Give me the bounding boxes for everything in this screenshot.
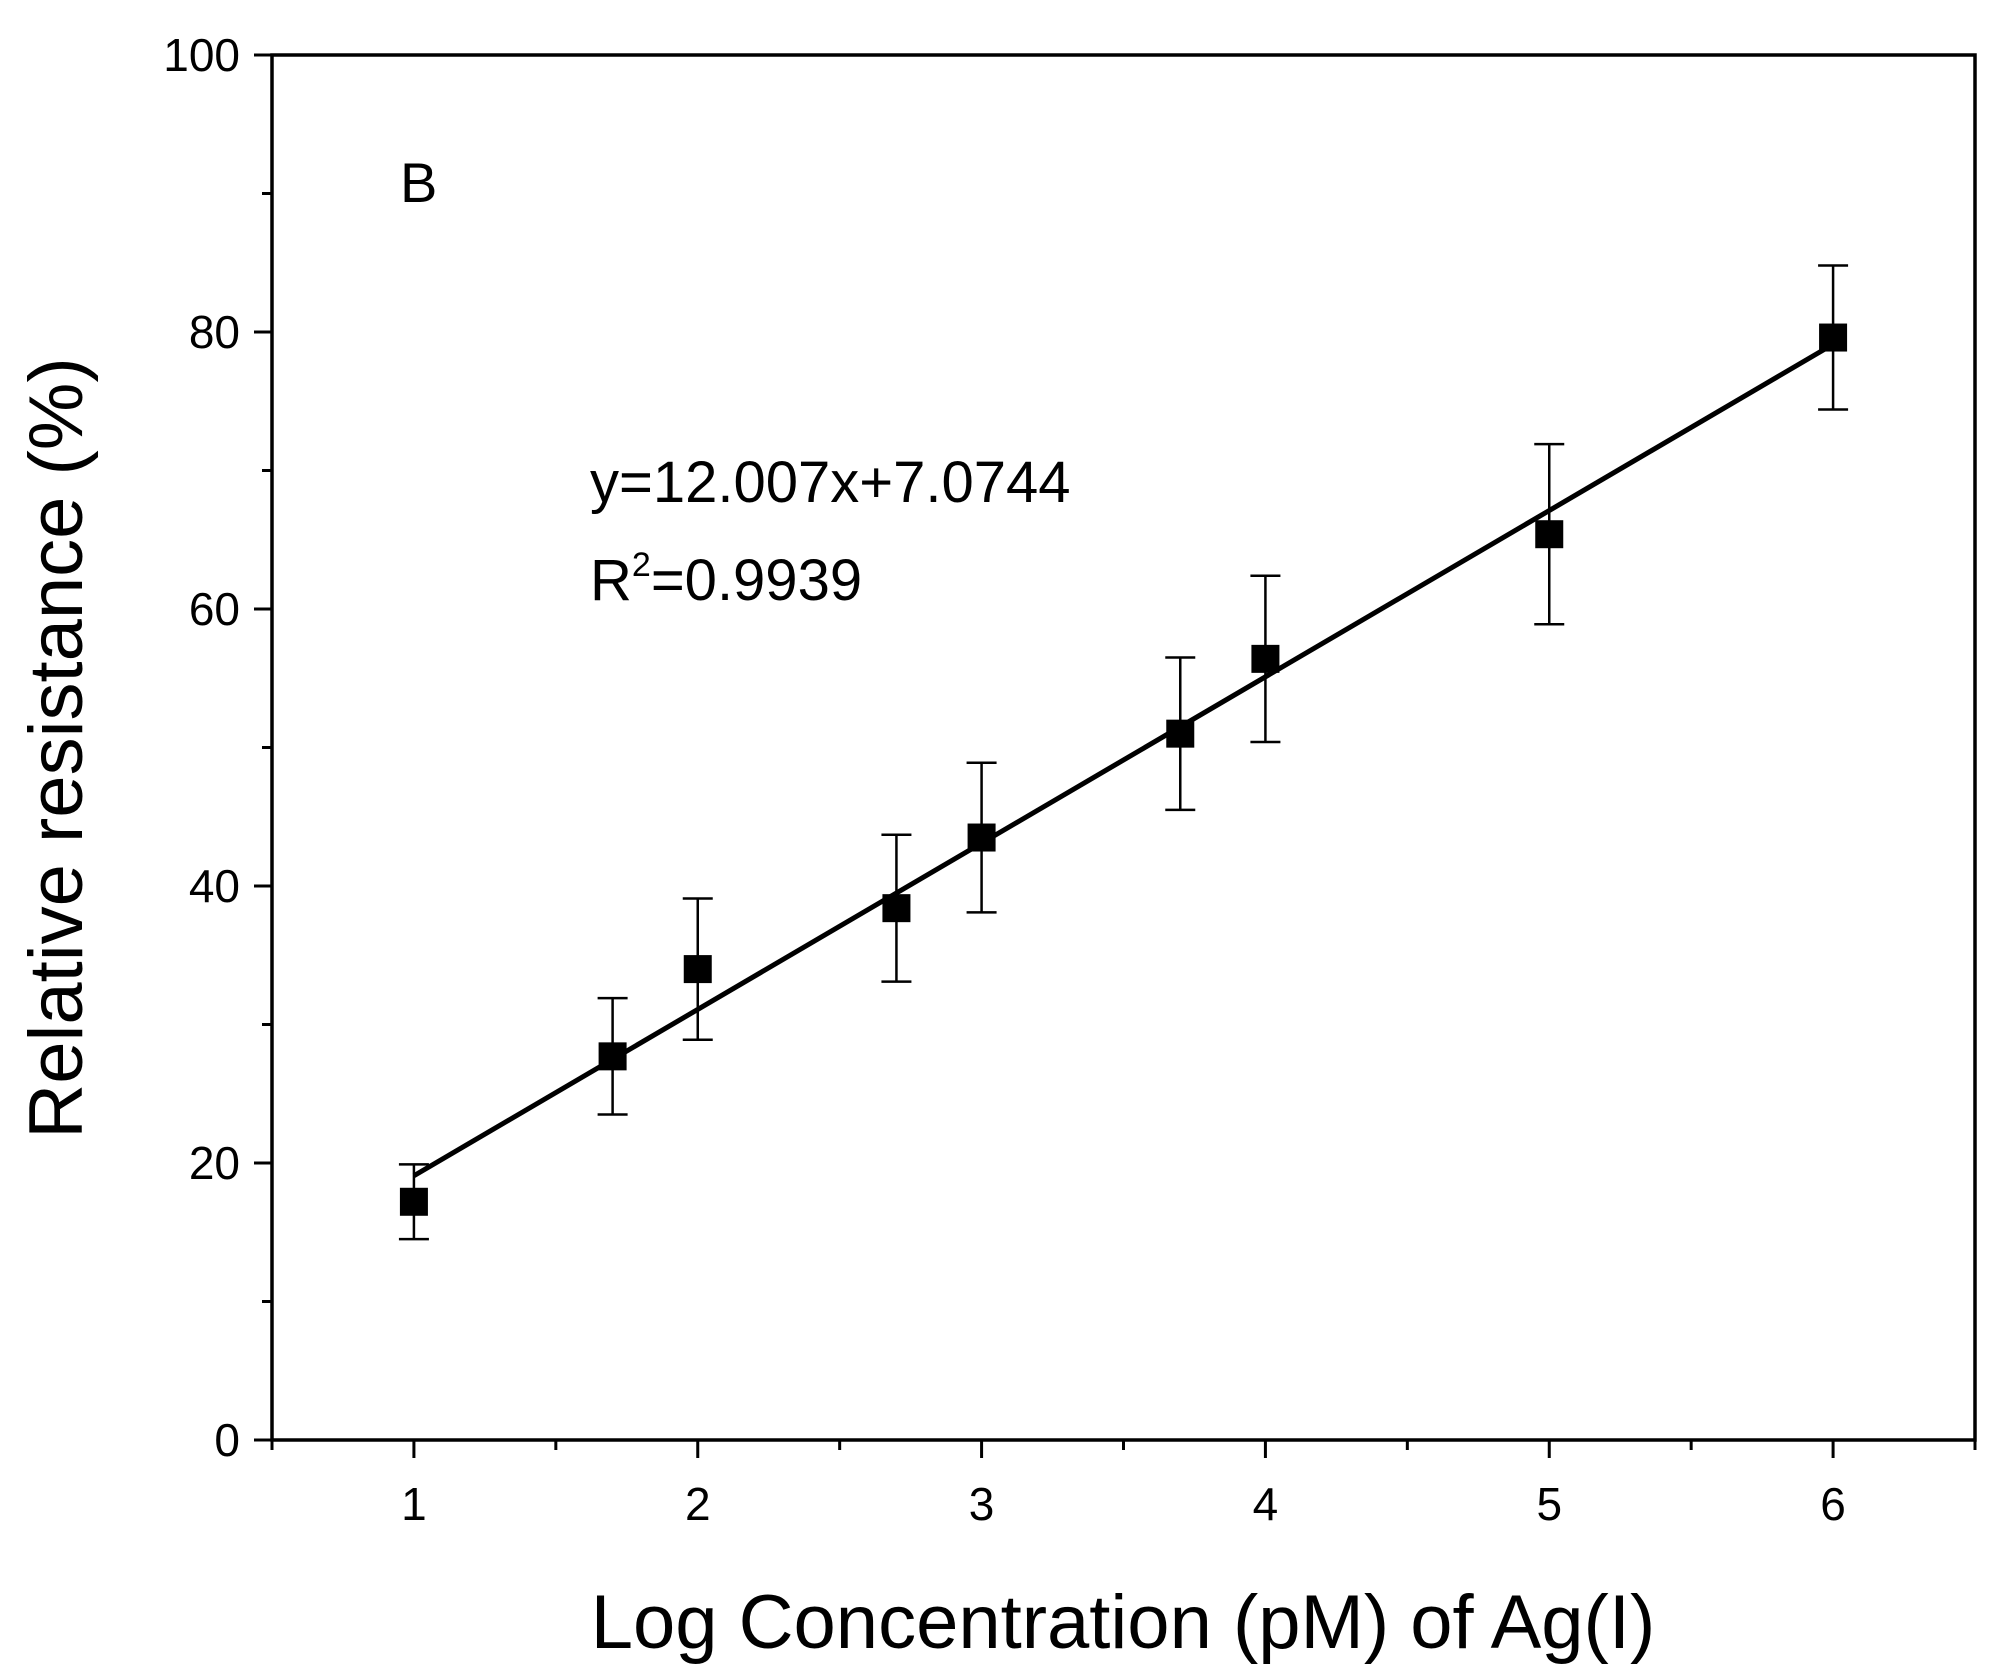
plot-frame [270, 53, 1977, 1442]
r-squared-superscript: 2 [632, 546, 651, 584]
y-tick-label: 60 [189, 583, 240, 635]
y-axis-title: Relative resistance (%) [14, 357, 99, 1138]
data-markers [399, 323, 1848, 1216]
y-axis-ticks: 0 20 40 60 80 100 [163, 29, 272, 1466]
fit-equation: y=12.007x+7.0744 [590, 450, 1071, 515]
panel-label: B [400, 151, 437, 214]
x-tick-label: 5 [1536, 1478, 1562, 1530]
y-tick-label: 0 [214, 1414, 240, 1466]
data-point [399, 1187, 428, 1216]
y-tick-label: 20 [189, 1137, 240, 1189]
plot-area [270, 53, 1977, 1442]
x-tick-label: 6 [1820, 1478, 1846, 1530]
x-axis-title: Log Concentration (pM) of Ag(I) [591, 1580, 1656, 1665]
data-point [598, 1042, 627, 1071]
x-tick-label: 4 [1253, 1478, 1279, 1530]
fit-line-layer [412, 342, 1835, 1178]
data-point [1535, 520, 1564, 549]
r-squared-value: =0.9939 [651, 548, 862, 613]
data-point [967, 823, 996, 852]
fit-line [412, 342, 1835, 1178]
data-point [1819, 323, 1848, 352]
r-squared: R2=0.9939 [590, 546, 862, 613]
x-tick-label: 2 [685, 1478, 711, 1530]
r-squared-prefix: R [590, 548, 632, 613]
x-tick-label: 3 [969, 1478, 995, 1530]
y-tick-label: 100 [163, 29, 240, 81]
x-tick-label: 1 [401, 1478, 427, 1530]
y-tick-label: 40 [189, 860, 240, 912]
x-axis-ticks: 1 2 3 4 5 6 [270, 1440, 1977, 1530]
data-point [1166, 719, 1195, 748]
y-tick-label: 80 [189, 306, 240, 358]
data-point [683, 955, 712, 984]
error-bars [398, 264, 1849, 1241]
data-point [1251, 644, 1280, 673]
data-point [882, 894, 911, 923]
